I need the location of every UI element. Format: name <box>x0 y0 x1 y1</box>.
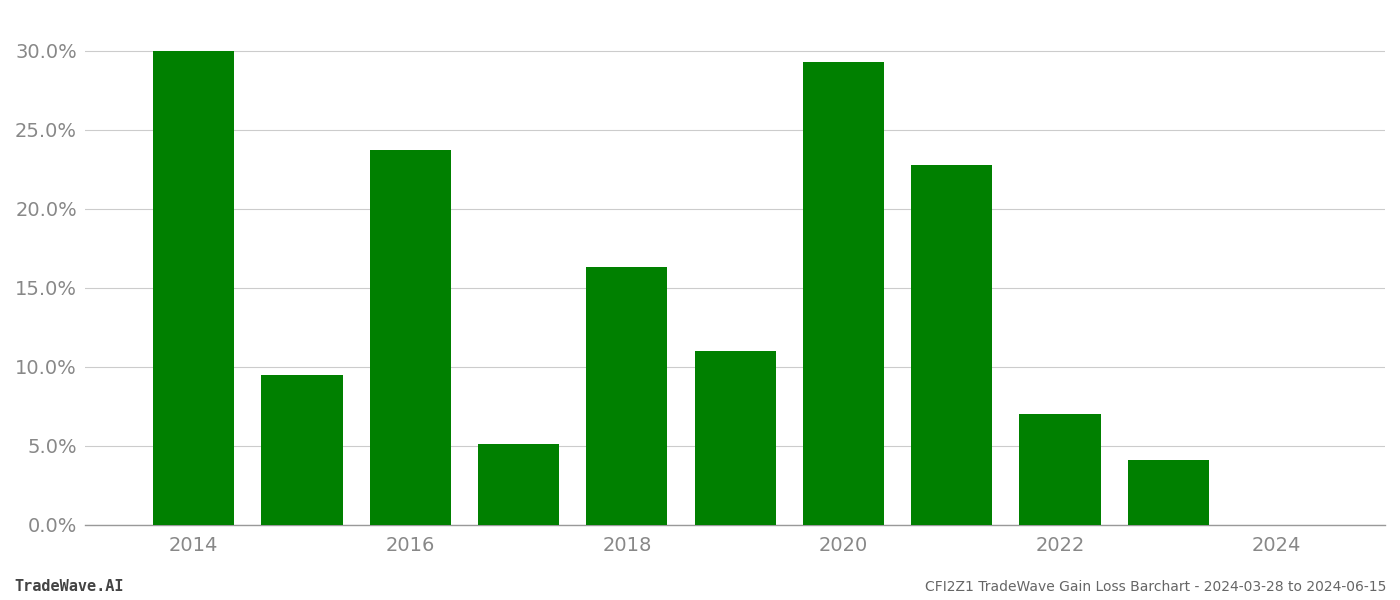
Bar <box>911 164 993 525</box>
Bar <box>587 267 668 525</box>
Text: CFI2Z1 TradeWave Gain Loss Barchart - 2024-03-28 to 2024-06-15: CFI2Z1 TradeWave Gain Loss Barchart - 20… <box>924 580 1386 594</box>
Bar <box>1128 460 1210 525</box>
Bar <box>370 150 451 525</box>
Bar <box>477 444 559 525</box>
Bar <box>262 375 343 525</box>
Bar <box>1019 414 1100 525</box>
Bar <box>694 351 776 525</box>
Bar <box>153 51 234 525</box>
Text: TradeWave.AI: TradeWave.AI <box>14 579 123 594</box>
Bar <box>802 62 883 525</box>
